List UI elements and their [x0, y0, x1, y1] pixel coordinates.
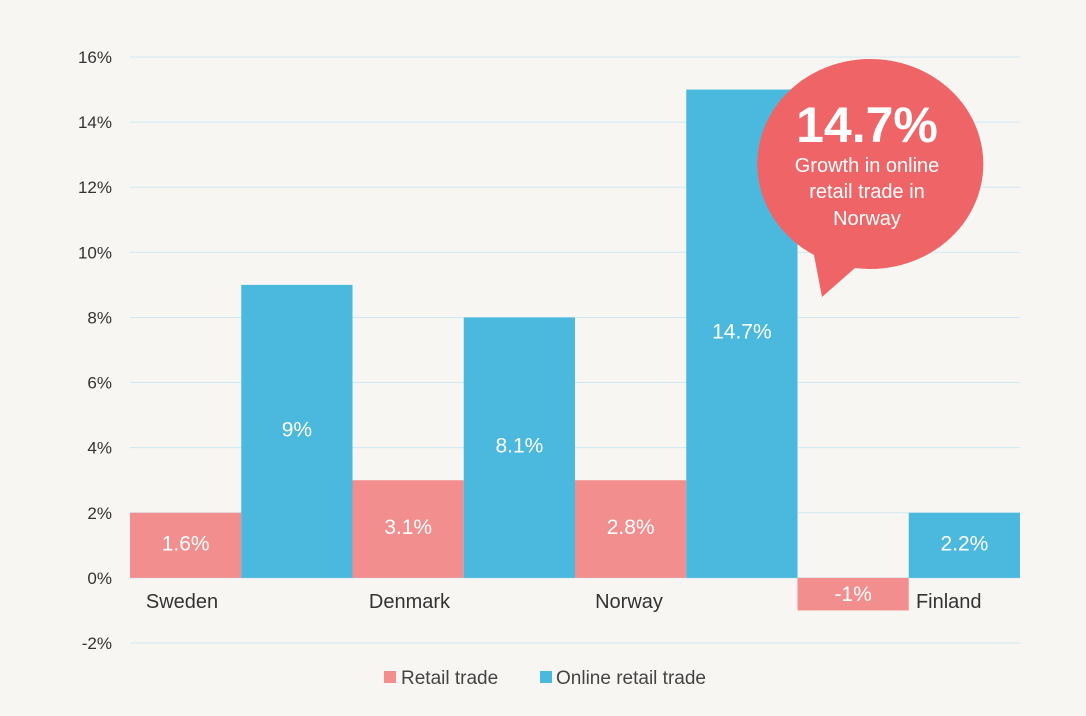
callout-bubble: 14.7% Growth in online retail trade in N… [757, 58, 984, 297]
y-tick-label: -2% [82, 634, 112, 653]
callout-line-2: retail trade in [809, 181, 925, 203]
callout-shape [757, 58, 984, 297]
data-label: 2.8% [607, 516, 655, 539]
data-label: 8.1% [495, 435, 543, 458]
bar-retail-denmark [352, 480, 464, 578]
data-label: 14.7% [712, 321, 772, 344]
data-label: 9% [282, 418, 312, 441]
y-tick-label: 4% [87, 439, 112, 458]
category-label: Denmark [369, 591, 451, 613]
y-tick-label: 8% [87, 308, 112, 327]
bar-online-finland [908, 512, 1020, 578]
category-label: Norway [595, 591, 663, 613]
y-tick-label: 6% [87, 374, 112, 393]
bar-retail-norway [575, 480, 687, 578]
category-label: Sweden [146, 591, 218, 613]
legend-label-retail: Retail trade [401, 668, 498, 689]
data-label: 2.2% [940, 532, 988, 555]
callout-line-3: Norway [833, 208, 901, 230]
data-label: 1.6% [162, 532, 210, 555]
legend-swatch-retail [384, 671, 396, 683]
data-label: -1% [834, 583, 871, 606]
callout-line-1: Growth in online [795, 155, 940, 177]
bar-retail-finland [797, 577, 909, 611]
bar-online-denmark [463, 317, 575, 578]
legend-swatch-online [540, 671, 552, 683]
legend-label-online: Online retail trade [556, 668, 706, 689]
y-tick-label: 10% [78, 243, 112, 262]
bar-retail-sweden [130, 512, 242, 578]
category-label: Finland [916, 591, 982, 613]
legend: Retail trade Online retail trade [384, 668, 706, 689]
y-tick-label: 0% [87, 569, 112, 588]
bar-online-sweden [241, 284, 353, 578]
data-label: 3.1% [384, 516, 432, 539]
y-tick-label: 2% [87, 504, 112, 523]
y-tick-label: 12% [78, 178, 112, 197]
callout-headline: 14.7% [796, 97, 938, 153]
y-tick-label: 16% [78, 48, 112, 67]
y-tick-label: 14% [78, 113, 112, 132]
